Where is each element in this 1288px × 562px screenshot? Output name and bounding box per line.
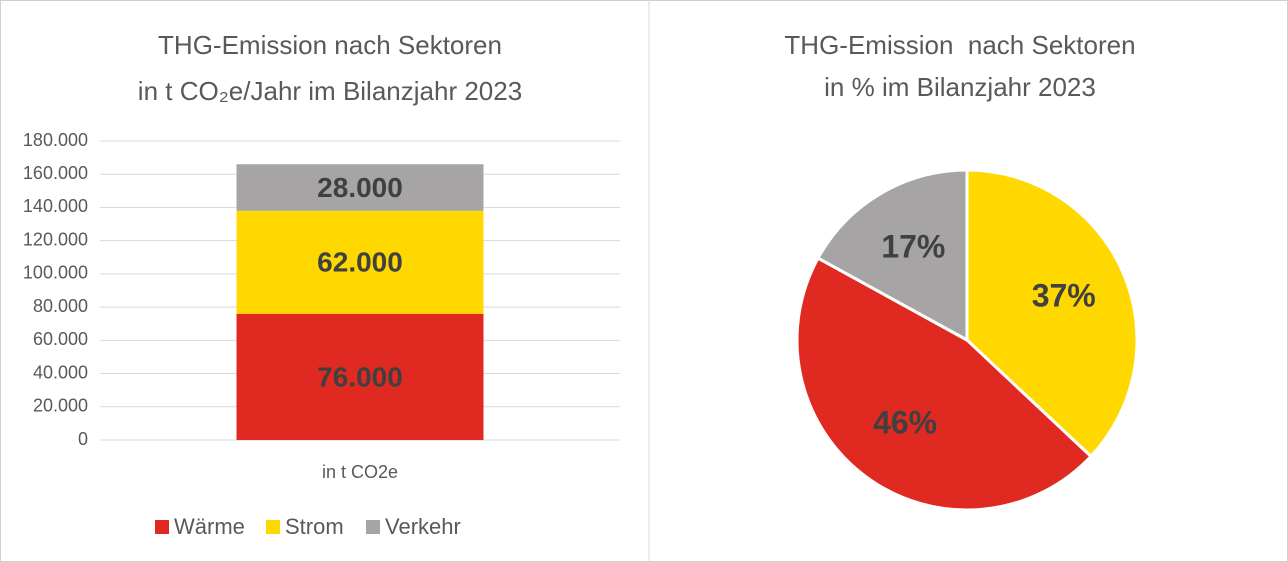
chart-title: THG-Emission nach Sektoren [784,30,1135,60]
legend-swatch [266,520,280,534]
y-tick-label: 160.000 [23,163,88,183]
y-tick-label: 180.000 [23,130,88,150]
chart-title: THG-Emission nach Sektoren [158,30,502,60]
data-label: 46% [873,405,937,441]
y-tick-label: 0 [78,429,88,449]
legend-label: Wärme [174,514,245,539]
data-label: 37% [1032,278,1096,314]
data-label: 76.000 [317,361,403,392]
data-label: 62.000 [317,247,403,278]
pie-slice [965,168,1139,459]
y-tick-label: 20.000 [33,396,88,416]
y-tick-label: 140.000 [23,196,88,216]
legend-swatch [155,520,169,534]
pie-chart: THG-Emission nach Sektoren in % im Bilanz… [784,30,1139,512]
y-tick-label: 40.000 [33,362,88,382]
x-tick-label: in t CO2e [322,462,398,482]
y-tick-label: 80.000 [33,296,88,316]
legend-label: Verkehr [385,514,461,539]
chart-title: in t CO₂e/Jahr im Bilanzjahr 2023 [138,76,522,106]
bar-segment [236,164,484,211]
pie-slice [795,256,1094,512]
y-tick-label: 120.000 [23,229,88,249]
pie-slice [815,168,969,343]
chart-title: in % im Bilanzjahr 2023 [824,72,1096,102]
bar-segment [236,210,484,314]
y-tick-label: 60.000 [33,329,88,349]
bar-chart: THG-Emission nach Sektoren in t CO₂e/Jahr… [23,30,620,539]
data-label: 17% [881,229,945,265]
legend-swatch [366,520,380,534]
bar-segment [236,313,484,440]
legend-label: Strom [285,514,344,539]
y-tick-label: 100.000 [23,263,88,283]
data-label: 28.000 [317,172,403,203]
